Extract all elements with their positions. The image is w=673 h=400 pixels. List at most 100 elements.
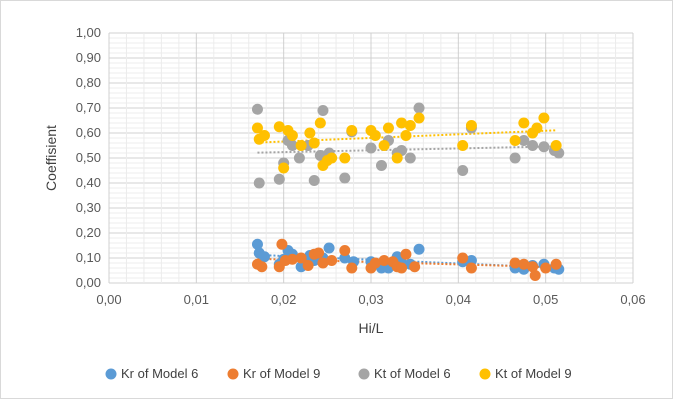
data-point: [540, 262, 552, 274]
data-point: [457, 165, 469, 176]
legend-label: Kr of Model 9: [243, 366, 320, 381]
y-tick-label: 0,70: [76, 100, 101, 115]
data-point: [400, 130, 412, 141]
x-tick-label: 0,01: [184, 292, 209, 307]
data-point: [256, 261, 268, 273]
y-tick-label: 0,10: [76, 250, 101, 265]
data-point: [346, 262, 358, 274]
data-point: [276, 238, 288, 250]
data-point: [457, 252, 469, 264]
data-point: [369, 257, 381, 269]
y-tick-label: 0,50: [76, 150, 101, 165]
legend-marker: [479, 368, 491, 380]
data-point: [323, 242, 335, 254]
data-point: [302, 260, 314, 271]
gridlines: [108, 32, 634, 284]
legend-label: Kt of Model 6: [374, 366, 451, 381]
data-point: [317, 257, 329, 269]
x-tick-label: 0,03: [358, 292, 383, 307]
data-point: [313, 247, 325, 259]
x-tick-label: 0,06: [620, 292, 645, 307]
data-point: [258, 130, 270, 141]
legend-label: Kt of Model 9: [495, 366, 572, 381]
data-point: [404, 120, 416, 131]
data-point: [304, 127, 316, 139]
data-point: [286, 140, 298, 151]
y-tick-labels: 0,00 0,10 0,20 0,30 0,40 0,50 0,60 0,70 0,80 0,90…: [76, 25, 101, 290]
data-point: [518, 258, 530, 270]
data-point: [326, 255, 338, 266]
data-point: [538, 141, 550, 153]
legend-marker: [358, 368, 370, 380]
data-point: [365, 142, 377, 154]
data-point: [308, 137, 320, 149]
data-point: [550, 258, 562, 270]
data-point: [509, 152, 521, 164]
data-point: [531, 122, 543, 134]
x-tick-labels: 0,00 0,01 0,02 0,03 0,04 0,05 0,06: [96, 292, 645, 307]
data-point: [339, 152, 351, 164]
data-point: [527, 140, 539, 151]
data-point: [550, 140, 562, 151]
y-tick-label: 0,80: [76, 75, 101, 90]
data-point: [382, 122, 394, 134]
data-point: [518, 117, 530, 129]
data-points: [251, 102, 565, 281]
data-point: [396, 117, 408, 129]
data-point: [465, 262, 477, 274]
data-point: [518, 135, 530, 146]
data-point: [378, 140, 390, 151]
data-point: [413, 243, 425, 255]
data-point: [509, 135, 521, 146]
data-point: [273, 173, 285, 185]
data-point: [251, 103, 263, 115]
y-tick-label: 0,60: [76, 125, 101, 140]
legend-marker: [105, 368, 117, 380]
data-point: [413, 112, 425, 124]
data-point: [391, 152, 403, 164]
data-point: [346, 125, 358, 136]
data-point: [339, 172, 351, 184]
data-point: [308, 175, 320, 186]
data-point: [369, 130, 381, 141]
data-point: [314, 117, 326, 129]
data-point: [251, 122, 263, 134]
data-point: [509, 257, 521, 269]
y-tick-label: 0,20: [76, 225, 101, 240]
data-point: [413, 102, 425, 114]
data-point: [375, 160, 387, 171]
legend-marker: [227, 368, 239, 380]
data-point: [378, 255, 390, 266]
data-point: [529, 270, 541, 281]
legend-label: Kr of Model 6: [121, 366, 198, 381]
data-point: [278, 162, 290, 174]
legend: Kr of Model 6 Kr of Model 9 Kt of Model 6 K…: [105, 366, 572, 381]
x-tick-label: 0,04: [446, 292, 471, 307]
data-point: [396, 262, 408, 274]
data-point: [295, 252, 307, 264]
y-tick-label: 0,90: [76, 50, 101, 65]
data-point: [253, 177, 265, 189]
data-point: [286, 130, 298, 141]
y-tick-label: 1,00: [76, 25, 101, 40]
data-point: [457, 140, 469, 151]
data-point: [339, 245, 351, 256]
x-axis-label: Hi/L: [359, 320, 384, 336]
data-point: [538, 112, 550, 124]
data-point: [465, 120, 477, 131]
y-tick-label: 0,00: [76, 275, 101, 290]
data-point: [527, 261, 539, 273]
y-tick-label: 0,40: [76, 175, 101, 190]
x-tick-label: 0,00: [96, 292, 121, 307]
x-tick-label: 0,05: [533, 292, 558, 307]
data-point: [273, 121, 285, 133]
x-tick-label: 0,02: [271, 292, 296, 307]
data-point: [326, 152, 338, 164]
y-axis-label: Coeffisient: [43, 125, 59, 191]
data-point: [251, 238, 263, 250]
data-point: [258, 251, 270, 263]
data-point: [404, 152, 416, 164]
data-point: [295, 140, 307, 151]
